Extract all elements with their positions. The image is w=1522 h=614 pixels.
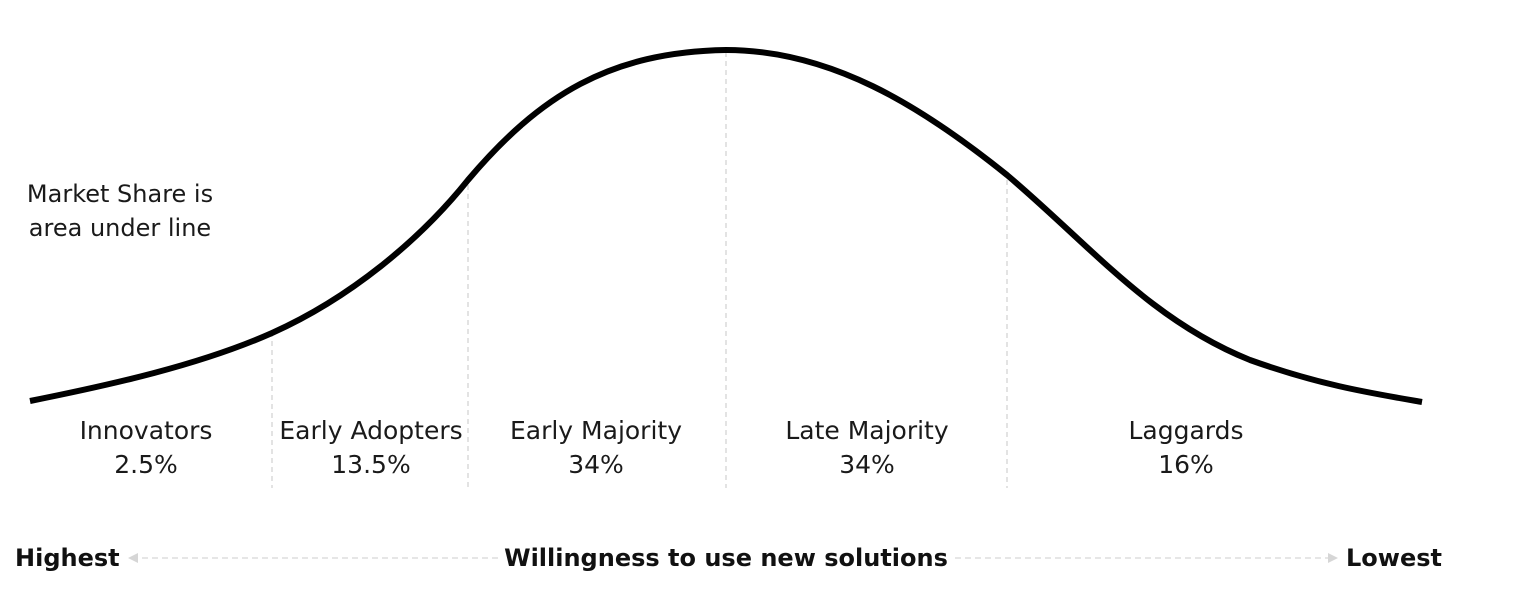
market-share-note-line2: area under line xyxy=(29,214,211,242)
bell-curve xyxy=(29,46,1423,405)
segment-innovators-name: Innovators xyxy=(80,416,213,445)
axis-arrow-head-left-icon xyxy=(128,553,138,563)
segment-laggards-name: Laggards xyxy=(1128,416,1243,445)
market-share-note-line1: Market Share is xyxy=(27,180,213,208)
segment-early-majority-name: Early Majority xyxy=(510,416,682,445)
axis-title: Willingness to use new solutions xyxy=(504,544,948,572)
axis-label-lowest: Lowest xyxy=(1346,544,1442,572)
segment-innovators-share: 2.5% xyxy=(114,450,178,479)
willingness-axis: Highest Willingness to use new solutions… xyxy=(15,544,1442,572)
segment-laggards-share: 16% xyxy=(1158,450,1214,479)
segment-labels: Innovators 2.5% Early Adopters 13.5% Ear… xyxy=(80,416,1244,479)
segment-dividers xyxy=(271,52,1008,488)
segment-late-majority-share: 34% xyxy=(839,450,895,479)
segment-early-majority-share: 34% xyxy=(568,450,624,479)
segment-early-adopters-share: 13.5% xyxy=(331,450,410,479)
segment-late-majority-name: Late Majority xyxy=(785,416,949,445)
segment-early-adopters-name: Early Adopters xyxy=(279,416,462,445)
axis-label-highest: Highest xyxy=(15,544,120,572)
axis-arrow-head-right-icon xyxy=(1328,553,1338,563)
